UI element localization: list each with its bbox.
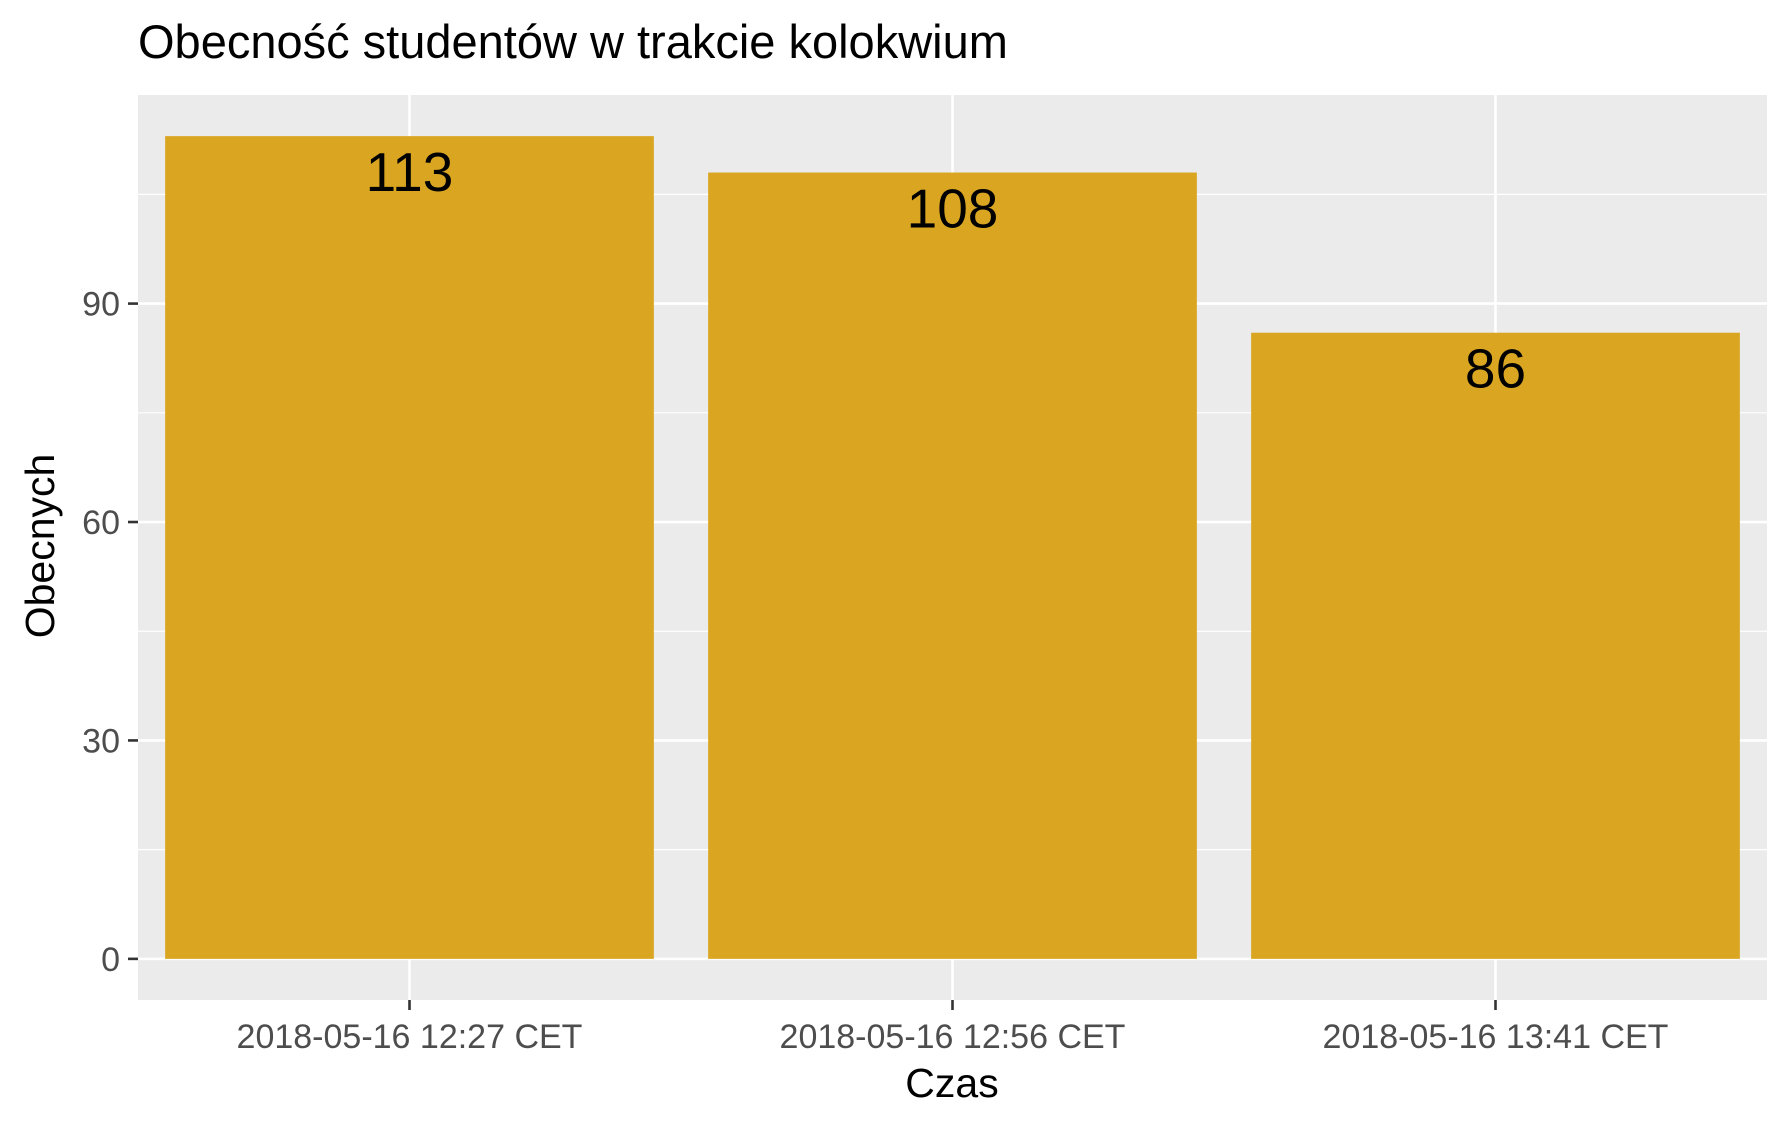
bar-value-label: 113 [366, 141, 454, 203]
y-axis: 0 30 60 90 [82, 286, 138, 979]
y-tick-label: 30 [82, 722, 120, 760]
y-tick-label: 60 [82, 504, 120, 542]
bar-value-label: 86 [1465, 338, 1526, 400]
chart-title: Obecność studentów w trakcie kolokwium [138, 15, 1008, 68]
x-axis: 2018-05-16 12:27 CET 2018-05-16 12:56 CET… [237, 1000, 1669, 1056]
bar-value-label: 108 [907, 178, 999, 240]
bars [165, 136, 1740, 959]
bar [165, 136, 654, 959]
bar [708, 172, 1197, 959]
y-tick-label: 90 [82, 286, 120, 324]
bar [1251, 332, 1740, 959]
x-tick-label: 2018-05-16 12:27 CET [237, 1018, 583, 1056]
y-tick-label: 0 [101, 941, 120, 979]
x-tick-label: 2018-05-16 12:56 CET [780, 1018, 1126, 1056]
y-axis-title: Obecnych [17, 454, 63, 639]
x-axis-title: Czas [905, 1060, 998, 1106]
x-tick-label: 2018-05-16 13:41 CET [1323, 1018, 1669, 1056]
bar-value-labels: 113 108 86 [366, 141, 1526, 400]
